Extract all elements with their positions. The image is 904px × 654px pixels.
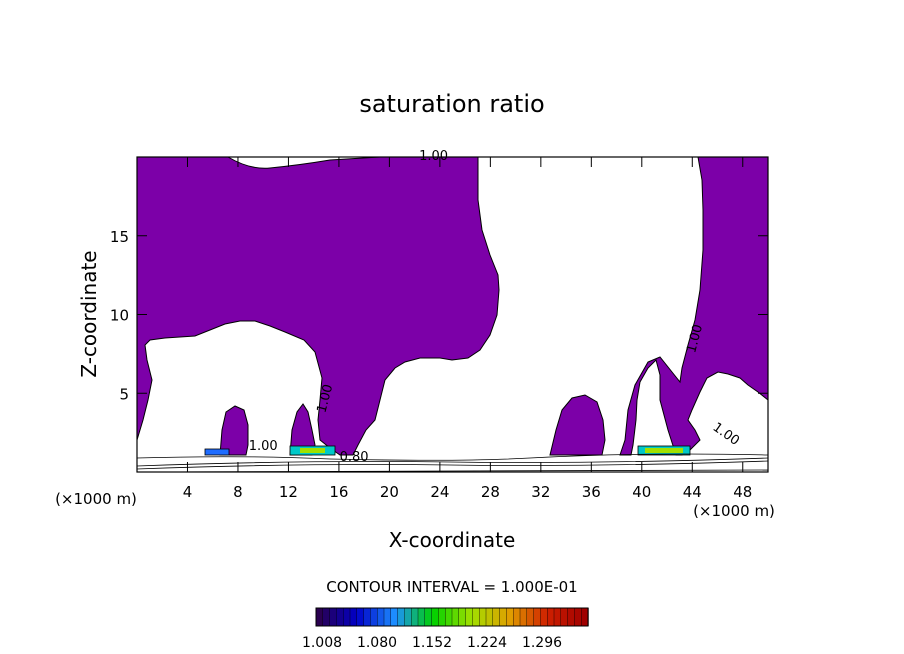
colorbar-cell	[451, 607, 460, 627]
colorbar-cell	[581, 607, 589, 627]
y-tick-label: 10	[110, 307, 129, 325]
x-axis-label: X-coordinate	[389, 528, 516, 552]
x-tick-label: 40	[632, 483, 651, 501]
x-tick-label: 4	[183, 483, 193, 501]
x-tick-label: 12	[279, 483, 298, 501]
colorbar-cell	[397, 607, 406, 627]
colorbar-cell	[519, 607, 528, 627]
x-tick-label: 28	[481, 483, 500, 501]
contour-label: 1.00	[314, 383, 336, 415]
colorbar-cell	[356, 607, 365, 627]
colorbar-cell	[424, 607, 433, 627]
x-tick-label: 48	[733, 483, 752, 501]
contour-interval-label: CONTOUR INTERVAL = 1.000E-01	[326, 578, 577, 596]
colorbar-cell	[445, 607, 453, 627]
colorbar-cell	[472, 607, 480, 627]
x-tick-label: 8	[233, 483, 243, 501]
contour-label: 1.00	[684, 323, 706, 355]
x-tick-label: 36	[582, 483, 601, 501]
colorbar-cell	[547, 607, 555, 627]
colorbar-cell	[363, 607, 372, 627]
colorbar-cell	[506, 607, 514, 627]
colorbar: 1.008 1.080 1.152 1.224 1.296	[302, 607, 589, 651]
supersaturated-region-right	[619, 156, 769, 456]
cloud-band-6	[204, 448, 230, 456]
chart-title: saturation ratio	[359, 90, 544, 118]
colorbar-tick-label: 1.008	[302, 635, 342, 651]
colorbar-cell	[492, 607, 501, 627]
colorbar-cell	[540, 607, 548, 627]
colorbar-cell	[485, 607, 494, 627]
cloud-band-14-core	[300, 448, 325, 453]
colorbar-cell	[526, 607, 535, 627]
contour-label: 1.00	[710, 420, 742, 449]
contour-label: 0.80	[340, 450, 369, 465]
colorbar-cell	[417, 607, 426, 627]
colorbar-cell	[315, 607, 324, 627]
y-tick-label: 5	[119, 385, 129, 403]
colorbar-cell	[329, 607, 338, 627]
colorbar-tick-label: 1.296	[522, 635, 562, 651]
x-tick-label: 32	[531, 483, 550, 501]
upper-clear-notch	[226, 156, 381, 169]
supersaturated-lobe-35	[549, 394, 606, 456]
y-axis-label: Z-coordinate	[77, 250, 101, 377]
x-tick-label: 16	[329, 483, 348, 501]
colorbar-cell	[438, 607, 446, 627]
colorbar-cell	[533, 607, 542, 627]
colorbar-cell	[349, 607, 358, 627]
colorbar-tick-label: 1.080	[357, 635, 397, 651]
colorbar-cell	[574, 607, 582, 627]
colorbar-cell	[404, 607, 412, 627]
colorbar-cell	[567, 607, 576, 627]
colorbar-cell	[513, 607, 521, 627]
z-unit-label: (×1000 m)	[55, 490, 137, 508]
colorbar-frame	[315, 607, 589, 627]
colorbar-cell	[560, 607, 569, 627]
colorbar-cell	[377, 607, 385, 627]
contour-label: 1.00	[249, 439, 278, 454]
colorbar-cell	[553, 607, 562, 627]
colorbar-cell	[390, 607, 399, 627]
colorbar-cell	[322, 607, 331, 627]
x-tick-label: 24	[430, 483, 449, 501]
colorbar-cell	[431, 607, 440, 627]
x-unit-label: (×1000 m)	[693, 502, 775, 520]
colorbar-cell	[370, 607, 378, 627]
surface-contours	[136, 453, 769, 473]
x-tick-label: 20	[380, 483, 399, 501]
colorbar-cell	[465, 607, 474, 627]
supersaturated-lobe-9	[219, 405, 249, 456]
cloud-band-41-core	[645, 448, 683, 453]
colorbar-cell	[411, 607, 419, 627]
colorbar-cell	[479, 607, 487, 627]
colorbar-tick-label: 1.224	[467, 635, 507, 651]
colorbar-cell	[343, 607, 351, 627]
colorbar-cell	[458, 607, 467, 627]
colorbar-cell	[499, 607, 508, 627]
x-tick-label: 44	[683, 483, 702, 501]
colorbar-cell	[383, 607, 392, 627]
plot-area: 1.001.001.001.001.000.80	[136, 149, 769, 473]
colorbar-tick-label: 1.152	[412, 635, 452, 651]
y-tick-label: 15	[110, 228, 129, 246]
colorbar-cell	[336, 607, 344, 627]
